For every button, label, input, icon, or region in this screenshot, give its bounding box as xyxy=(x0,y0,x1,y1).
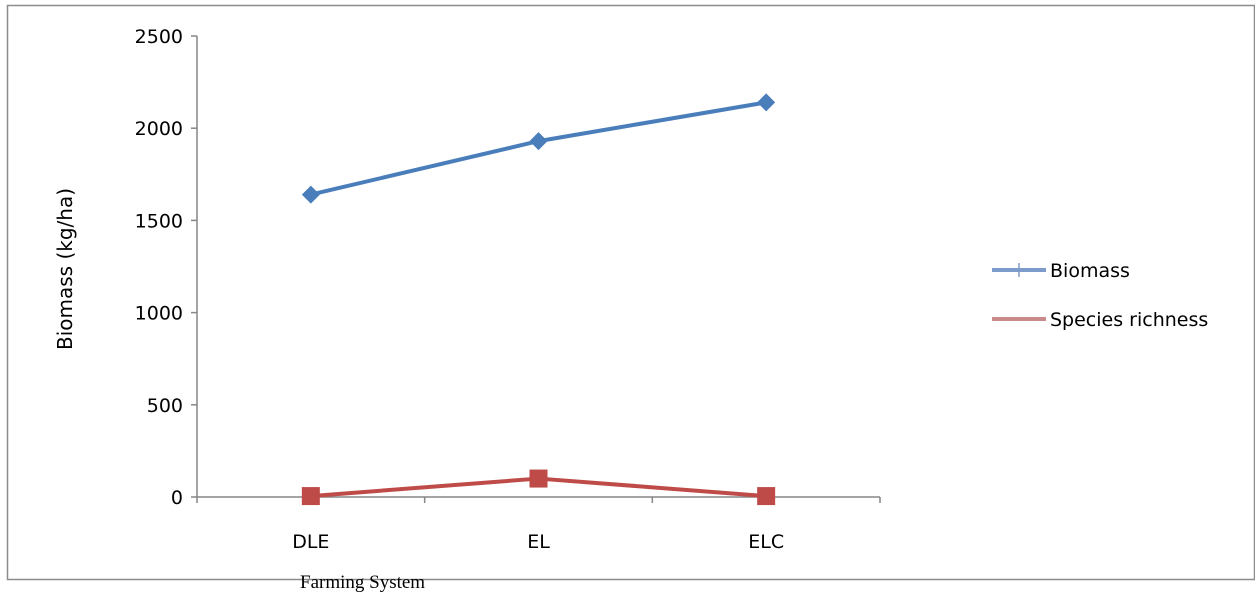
x-tick-label: ELC xyxy=(748,531,784,553)
y-ticks: 0 500 1000 1500 2000 2500 xyxy=(135,26,197,509)
x-tick-label: DLE xyxy=(292,531,329,553)
biomass-point xyxy=(301,185,320,204)
legend-label-species-richness: Species richness xyxy=(1050,309,1208,331)
x-tick-label: EL xyxy=(527,531,550,553)
y-tick-label: 1000 xyxy=(135,303,183,325)
x-ticks: DLE EL ELC xyxy=(196,497,881,553)
y-tick-label: 1500 xyxy=(135,210,183,232)
y-tick-label: 2500 xyxy=(135,26,183,48)
y-tick-label: 500 xyxy=(147,395,183,417)
legend-label-biomass: Biomass xyxy=(1050,260,1130,282)
x-axis-title: Farming System xyxy=(300,572,426,593)
biomass-point xyxy=(529,132,548,151)
chart-border xyxy=(6,4,1255,581)
species-richness-point xyxy=(757,487,776,506)
y-tick-label: 2000 xyxy=(135,118,183,140)
species-richness-point xyxy=(301,487,320,506)
y-tick-label: 0 xyxy=(171,487,183,509)
y-axis-title: Biomass (kg/ha) xyxy=(53,188,77,350)
biomass-point xyxy=(757,93,776,112)
species-richness-point xyxy=(529,469,548,488)
legend: Biomass Species richness xyxy=(992,260,1208,331)
series-layer xyxy=(301,93,776,506)
